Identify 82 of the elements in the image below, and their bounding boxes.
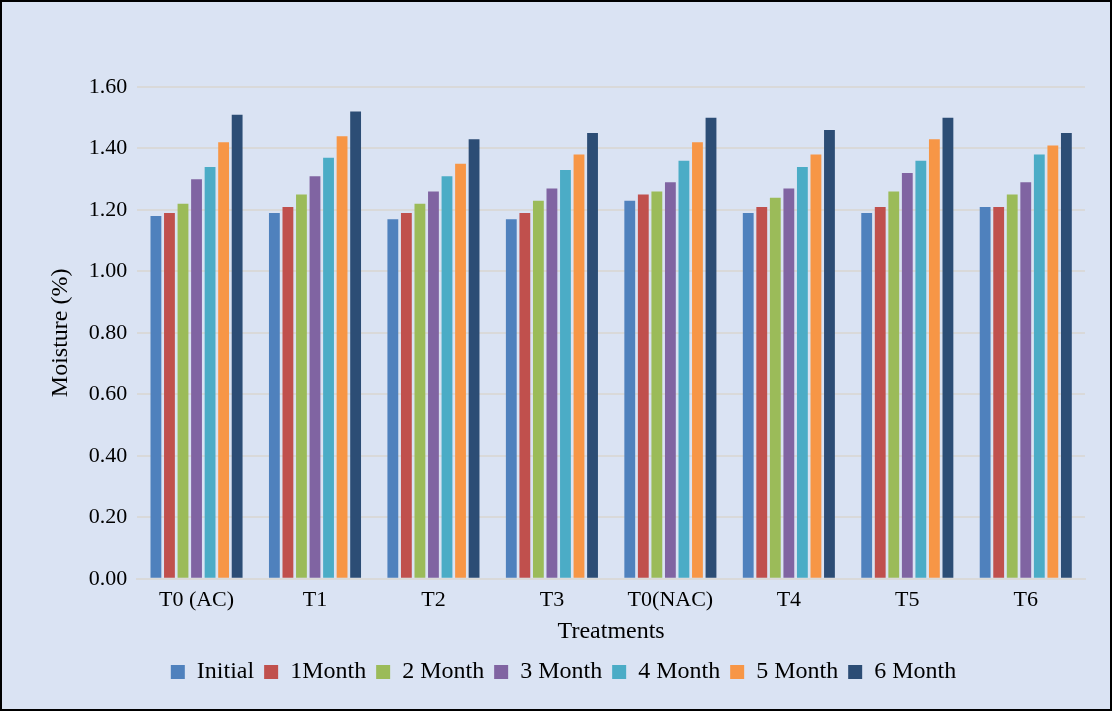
- x-tick-label: T0 (AC): [158, 585, 235, 611]
- bar: [678, 160, 690, 578]
- bar: [323, 157, 334, 578]
- x-tick-label: T5: [895, 585, 920, 611]
- bar: [769, 197, 781, 578]
- y-tick-label: 1.60: [88, 72, 128, 98]
- bar: [651, 191, 663, 578]
- y-tick-label: 1.40: [88, 134, 128, 160]
- bar: [1020, 182, 1032, 578]
- bar: [519, 213, 531, 578]
- bar: [915, 160, 927, 578]
- bar: [705, 117, 717, 578]
- bar: [560, 169, 571, 578]
- bar: [1006, 194, 1018, 578]
- bar: [1060, 133, 1072, 578]
- legend-label: 4 Month: [638, 657, 721, 684]
- legend-label: 6 Month: [874, 657, 957, 684]
- bar: [455, 163, 466, 578]
- bar: [231, 114, 243, 578]
- bar: [414, 203, 426, 578]
- bar: [532, 200, 544, 578]
- bar: [268, 213, 280, 578]
- bar: [664, 182, 676, 578]
- bar: [993, 206, 1005, 578]
- bar: [979, 206, 991, 578]
- x-tick-label: T4: [776, 585, 802, 611]
- bar: [387, 219, 399, 578]
- bar: [783, 188, 795, 578]
- bar: [150, 216, 162, 578]
- y-tick-label: 0.20: [88, 503, 128, 529]
- bar: [177, 203, 189, 578]
- bar: [624, 200, 636, 578]
- bar: [692, 142, 703, 578]
- bar: [861, 213, 873, 578]
- bar: [742, 213, 754, 578]
- y-tick-label: 1.00: [88, 257, 128, 283]
- bar: [928, 139, 940, 578]
- bar: [309, 176, 321, 578]
- y-axis-title: Moisture (%): [45, 268, 72, 398]
- x-tick-label: T1: [302, 585, 328, 611]
- bar: [350, 111, 362, 578]
- bar: [204, 166, 216, 578]
- x-tick-label: T3: [539, 585, 565, 611]
- bar: [888, 191, 900, 578]
- bar: [441, 176, 453, 578]
- bar: [573, 154, 585, 578]
- legend-label: Initial: [196, 657, 255, 684]
- x-axis-title: Treatments: [557, 616, 665, 643]
- bar: [336, 136, 348, 578]
- bar: [164, 213, 175, 578]
- bar: [1047, 145, 1059, 578]
- bar: [505, 219, 517, 578]
- bar: [468, 139, 480, 578]
- y-tick-label: 1.20: [88, 195, 128, 221]
- y-tick-label: 0.00: [88, 564, 128, 590]
- y-tick-label: 0.60: [88, 380, 128, 406]
- bar: [874, 206, 886, 578]
- x-tick-label: T0(NAC): [627, 585, 714, 611]
- y-tick-label: 0.80: [88, 318, 128, 344]
- bar: [546, 188, 558, 578]
- bar: [400, 213, 412, 578]
- bar: [1033, 154, 1045, 578]
- bar: [587, 133, 598, 578]
- bar: [428, 191, 439, 578]
- legend-label: 3 Month: [520, 657, 603, 684]
- bar: [824, 130, 835, 578]
- y-tick-label: 0.40: [88, 441, 128, 467]
- bar: [942, 117, 954, 578]
- bar: [756, 206, 768, 578]
- bar: [296, 194, 307, 578]
- bar: [218, 142, 230, 578]
- bar: [637, 194, 649, 578]
- x-tick-label: T6: [1013, 585, 1038, 611]
- bar: [796, 166, 808, 578]
- bar: [810, 154, 822, 578]
- legend-label: 2 Month: [402, 657, 485, 684]
- bar: [191, 179, 202, 578]
- bar: [282, 206, 294, 578]
- legend-label: 1Month: [290, 657, 367, 684]
- bar: [901, 173, 913, 578]
- legend-label: 5 Month: [756, 657, 839, 684]
- x-tick-label: T2: [421, 585, 446, 611]
